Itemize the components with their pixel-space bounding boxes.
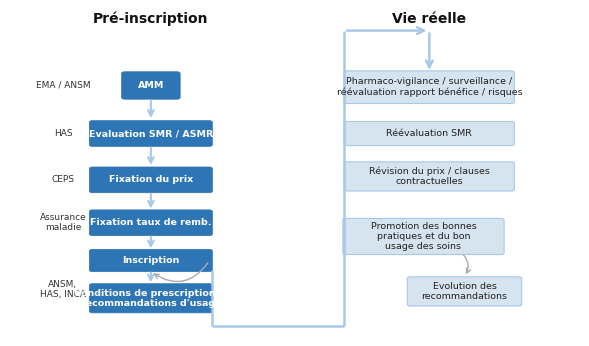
Text: Assurance
maladie: Assurance maladie: [39, 213, 87, 233]
Text: EMA / ANSM: EMA / ANSM: [35, 81, 90, 90]
Text: CEPS: CEPS: [51, 175, 74, 184]
Text: Pharmaco-vigilance / surveillance /
réévaluation rapport bénéfice / risques: Pharmaco-vigilance / surveillance / réév…: [336, 77, 522, 97]
Text: Vie réelle: Vie réelle: [392, 12, 466, 26]
Text: HAS: HAS: [54, 129, 72, 138]
FancyBboxPatch shape: [90, 121, 213, 146]
FancyBboxPatch shape: [121, 72, 180, 99]
FancyBboxPatch shape: [343, 218, 504, 255]
FancyBboxPatch shape: [90, 249, 213, 272]
Text: Révision du prix / clauses
contractuelles: Révision du prix / clauses contractuelle…: [369, 166, 490, 186]
Text: ANSM,
HAS, INCA: ANSM, HAS, INCA: [40, 280, 86, 299]
FancyBboxPatch shape: [345, 121, 514, 146]
FancyBboxPatch shape: [345, 162, 514, 191]
Text: Fixation du prix: Fixation du prix: [109, 175, 193, 184]
Text: Pré-inscription: Pré-inscription: [93, 12, 209, 26]
Text: Evolution des
recommandations: Evolution des recommandations: [422, 282, 508, 301]
Text: Evaluation SMR / ASMR: Evaluation SMR / ASMR: [89, 129, 213, 138]
Text: Réévaluation SMR: Réévaluation SMR: [386, 129, 472, 138]
FancyBboxPatch shape: [90, 167, 213, 193]
Text: Promotion des bonnes
pratiques et du bon
usage des soins: Promotion des bonnes pratiques et du bon…: [370, 221, 477, 252]
Text: Fixation taux de remb.: Fixation taux de remb.: [90, 218, 211, 227]
FancyBboxPatch shape: [345, 71, 514, 103]
FancyBboxPatch shape: [90, 284, 213, 313]
Text: Conditions de prescriptions /
recommandations d'usage: Conditions de prescriptions / recommanda…: [74, 289, 228, 308]
FancyBboxPatch shape: [90, 210, 213, 236]
FancyBboxPatch shape: [408, 277, 522, 306]
Text: AMM: AMM: [138, 81, 164, 90]
Text: Inscription: Inscription: [122, 256, 180, 265]
